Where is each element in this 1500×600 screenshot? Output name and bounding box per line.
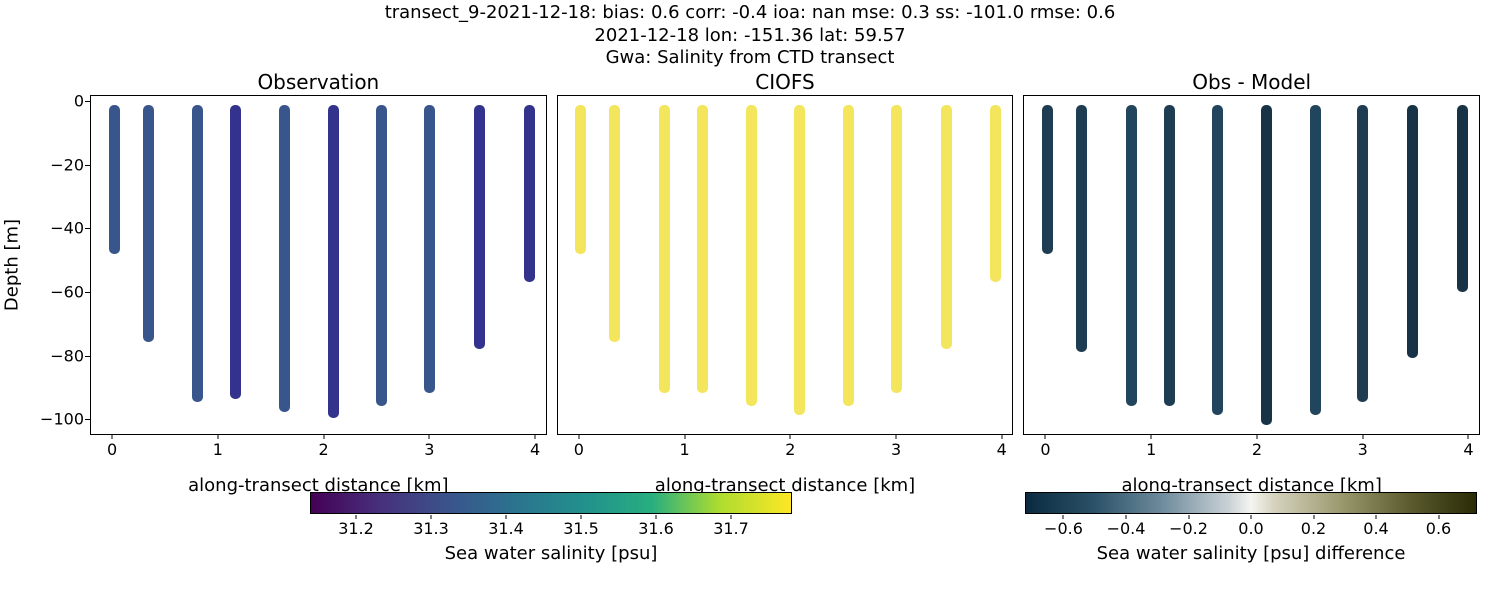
- colorbar-tick-label: −0.4: [1107, 519, 1146, 538]
- panel-ciofs: CIOFS01234along-transect distance [km]: [557, 95, 1014, 435]
- colorbar-salinity: 31.231.331.431.531.631.7 Sea water salin…: [310, 492, 792, 514]
- x-tick-label: 1: [213, 440, 223, 459]
- profile-bar: [328, 105, 339, 418]
- profile-bar: [192, 105, 203, 402]
- panel-title: Obs - Model: [1024, 70, 1479, 94]
- x-tick-label: 2: [319, 440, 329, 459]
- colorbar-salinity-label: Sea water salinity [psu]: [311, 543, 791, 564]
- colorbar-row: 31.2 31.3 31.4 31.5 31.6 31.7 Sea water salin…: [0, 492, 1500, 580]
- x-tick-label: 0: [107, 440, 117, 459]
- colorbar-tick-label: 31.5: [563, 519, 599, 538]
- profile-bar: [524, 105, 535, 282]
- profile-bar: [746, 105, 757, 405]
- profile-bar: [1457, 105, 1468, 291]
- y-tick-label: −40: [24, 219, 84, 238]
- profile-bar: [575, 105, 586, 253]
- colorbar-tick-label: 0.6: [1426, 519, 1451, 538]
- profile-bar: [1126, 105, 1137, 405]
- panel-title: Observation: [91, 70, 546, 94]
- colorbar-tick-label: 0.0: [1238, 519, 1263, 538]
- profile-bar: [1164, 105, 1175, 405]
- x-tick-label: 2: [1252, 440, 1262, 459]
- x-tick-label: 3: [424, 440, 434, 459]
- y-axis-label: Depth [m]: [2, 219, 23, 311]
- profile-bar: [279, 105, 290, 411]
- profile-bar: [1042, 105, 1053, 253]
- y-axis: Depth [m] 0 −20 −40 −60 −80 −100: [0, 95, 90, 435]
- x-tick-label: 2: [785, 440, 795, 459]
- y-tick-label: 0: [24, 92, 84, 111]
- colorbar-tick-label: 31.3: [413, 519, 449, 538]
- profile-bar: [474, 105, 485, 348]
- panel-observation: Observation01234along-transect distance …: [90, 95, 547, 435]
- y-tick-label: −100: [24, 410, 84, 429]
- colorbar-tick-label: 31.6: [638, 519, 674, 538]
- x-tick-label: 1: [1146, 440, 1156, 459]
- x-tick-label: 3: [891, 440, 901, 459]
- x-tick-label: 1: [679, 440, 689, 459]
- profile-bar: [230, 105, 241, 399]
- panel-title: CIOFS: [558, 70, 1013, 94]
- colorbar-tick-label: 0.4: [1363, 519, 1388, 538]
- y-tick-label: −60: [24, 283, 84, 302]
- profile-bar: [1310, 105, 1321, 415]
- profile-bar: [941, 105, 952, 348]
- profile-bar: [891, 105, 902, 392]
- title-line-3: Gwa: Salinity from CTD transect: [0, 47, 1500, 70]
- profile-bar: [1261, 105, 1272, 424]
- x-tick-label: 4: [1463, 440, 1473, 459]
- colorbar-tick-label: 31.4: [488, 519, 524, 538]
- panel-obs-model: Obs - Model01234along-transect distance …: [1023, 95, 1480, 435]
- colorbar-tick-label: 0.2: [1301, 519, 1326, 538]
- colorbar-tick-label: 31.7: [713, 519, 749, 538]
- colorbar-tick-label: −0.2: [1169, 519, 1208, 538]
- profile-bar: [1212, 105, 1223, 415]
- title-line-2: 2021-12-18 lon: -151.36 lat: 59.57: [0, 25, 1500, 48]
- y-tick-label: −20: [24, 155, 84, 174]
- profile-bar: [109, 105, 120, 253]
- colorbar-tick-label: −0.6: [1044, 519, 1083, 538]
- profile-bar: [697, 105, 708, 392]
- x-tick-label: 4: [530, 440, 540, 459]
- profile-bar: [990, 105, 1001, 282]
- profile-bar: [1407, 105, 1418, 358]
- colorbar-difference-label: Sea water salinity [psu] difference: [1026, 543, 1476, 564]
- figure-title: transect_9-2021-12-18: bias: 0.6 corr: -…: [0, 2, 1500, 70]
- profile-bar: [376, 105, 387, 405]
- x-tick-label: 0: [574, 440, 584, 459]
- x-tick-label: 3: [1358, 440, 1368, 459]
- colorbar-tick-label: 31.2: [338, 519, 374, 538]
- profile-bar: [1357, 105, 1368, 402]
- figure: transect_9-2021-12-18: bias: 0.6 corr: -…: [0, 0, 1500, 600]
- profile-bar: [843, 105, 854, 405]
- colorbar-difference: −0.6−0.4−0.20.00.20.40.6 Sea water salin…: [1025, 492, 1477, 514]
- x-tick-label: 0: [1040, 440, 1050, 459]
- panels-row: Observation01234along-transect distance …: [90, 95, 1480, 435]
- profile-bar: [143, 105, 154, 342]
- title-line-1: transect_9-2021-12-18: bias: 0.6 corr: -…: [0, 2, 1500, 25]
- profile-bar: [794, 105, 805, 415]
- profile-bar: [424, 105, 435, 392]
- profile-bar: [1076, 105, 1087, 351]
- profile-bar: [659, 105, 670, 392]
- profile-bar: [609, 105, 620, 342]
- x-tick-label: 4: [997, 440, 1007, 459]
- y-tick-label: −80: [24, 346, 84, 365]
